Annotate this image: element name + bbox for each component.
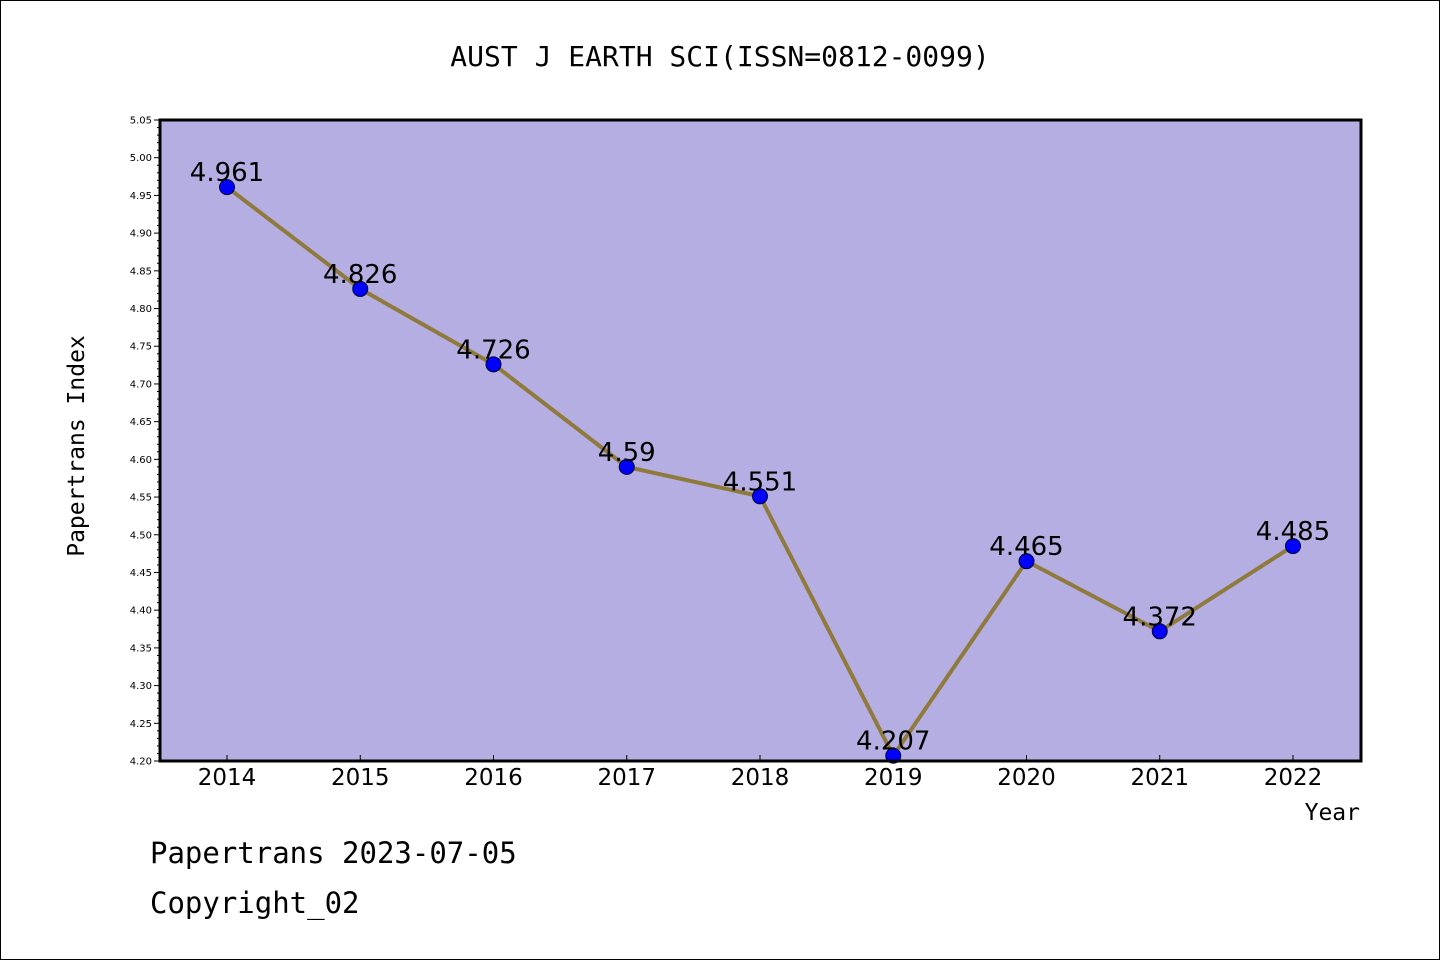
y-tick-label: 4.20 (130, 757, 152, 768)
y-tick-label: 4.75 (130, 342, 152, 353)
x-tick-label: 2021 (1130, 765, 1189, 791)
y-tick-label: 4.95 (130, 191, 152, 202)
data-label: 4.465 (989, 532, 1063, 562)
data-label: 4.485 (1256, 517, 1330, 547)
y-axis-label: Papertrans Index (64, 335, 90, 557)
y-tick-label: 4.25 (130, 719, 152, 730)
y-tick-label: 4.90 (130, 229, 152, 240)
data-label: 4.961 (190, 158, 264, 188)
plot-area (160, 120, 1361, 761)
data-point-marker (1285, 538, 1301, 555)
x-tick-label: 2020 (997, 765, 1056, 791)
x-tick-label: 2019 (864, 765, 923, 791)
data-point-marker (618, 458, 635, 475)
y-tick-label: 4.45 (130, 568, 152, 579)
data-point-marker (885, 747, 902, 764)
x-tick-label: 2015 (331, 765, 390, 791)
series-group (219, 179, 1301, 764)
data-point-marker (752, 488, 768, 505)
x-tick-label: 2022 (1264, 765, 1323, 791)
y-tick-label: 4.40 (130, 606, 152, 617)
y-tick-label: 4.55 (130, 493, 152, 504)
y-tick-label: 5.00 (130, 153, 152, 164)
data-label: 4.372 (1123, 602, 1197, 632)
y-tick-label: 4.85 (130, 266, 152, 277)
data-point-marker (219, 179, 235, 196)
data-point-marker (1151, 623, 1168, 640)
y-tick-label: 4.30 (130, 681, 152, 692)
y-tick-label: 4.50 (130, 530, 152, 541)
y-tick-label: 4.80 (130, 304, 152, 315)
data-label: 4.551 (723, 467, 797, 497)
y-tick-label: 4.70 (130, 379, 152, 390)
data-point-marker (352, 280, 369, 297)
footer-date: Papertrans 2023-07-05 (150, 836, 517, 870)
y-tick-label: 4.60 (130, 455, 152, 466)
x-tick-label: 2017 (597, 765, 656, 791)
plot-border (158, 118, 1363, 763)
y-axis-ticks: 4.20 4.25 4.30 4.35 4.40 4.45 4.50 4.55 4.60 4.65… (130, 116, 160, 768)
y-tick-label: 5.05 (130, 116, 152, 127)
x-axis-ticks: 2014 2015 2016 2017 2018 2019 2020 2021 2022 (198, 755, 1323, 791)
x-tick-label: 2014 (198, 765, 257, 791)
data-label: 4.59 (598, 438, 656, 468)
data-labels-group: 4.961 4.826 4.726 4.59 4.551 4.207 4.465 4.372 4… (190, 158, 1330, 757)
x-tick-label: 2016 (464, 765, 523, 791)
footer-copyright: Copyright_02 (150, 886, 360, 920)
data-label: 4.726 (456, 335, 530, 365)
data-point-marker (485, 356, 502, 373)
data-label: 4.826 (323, 260, 397, 290)
chart-title: AUST J EARTH SCI(ISSN=0812-0099) (450, 40, 989, 73)
y-tick-label: 4.35 (130, 643, 152, 654)
y-tick-label: 4.65 (130, 417, 152, 428)
x-axis-label: Year (1305, 800, 1360, 826)
data-point-marker (1018, 553, 1035, 570)
x-tick-label: 2018 (731, 765, 790, 791)
data-label: 4.207 (856, 727, 930, 757)
